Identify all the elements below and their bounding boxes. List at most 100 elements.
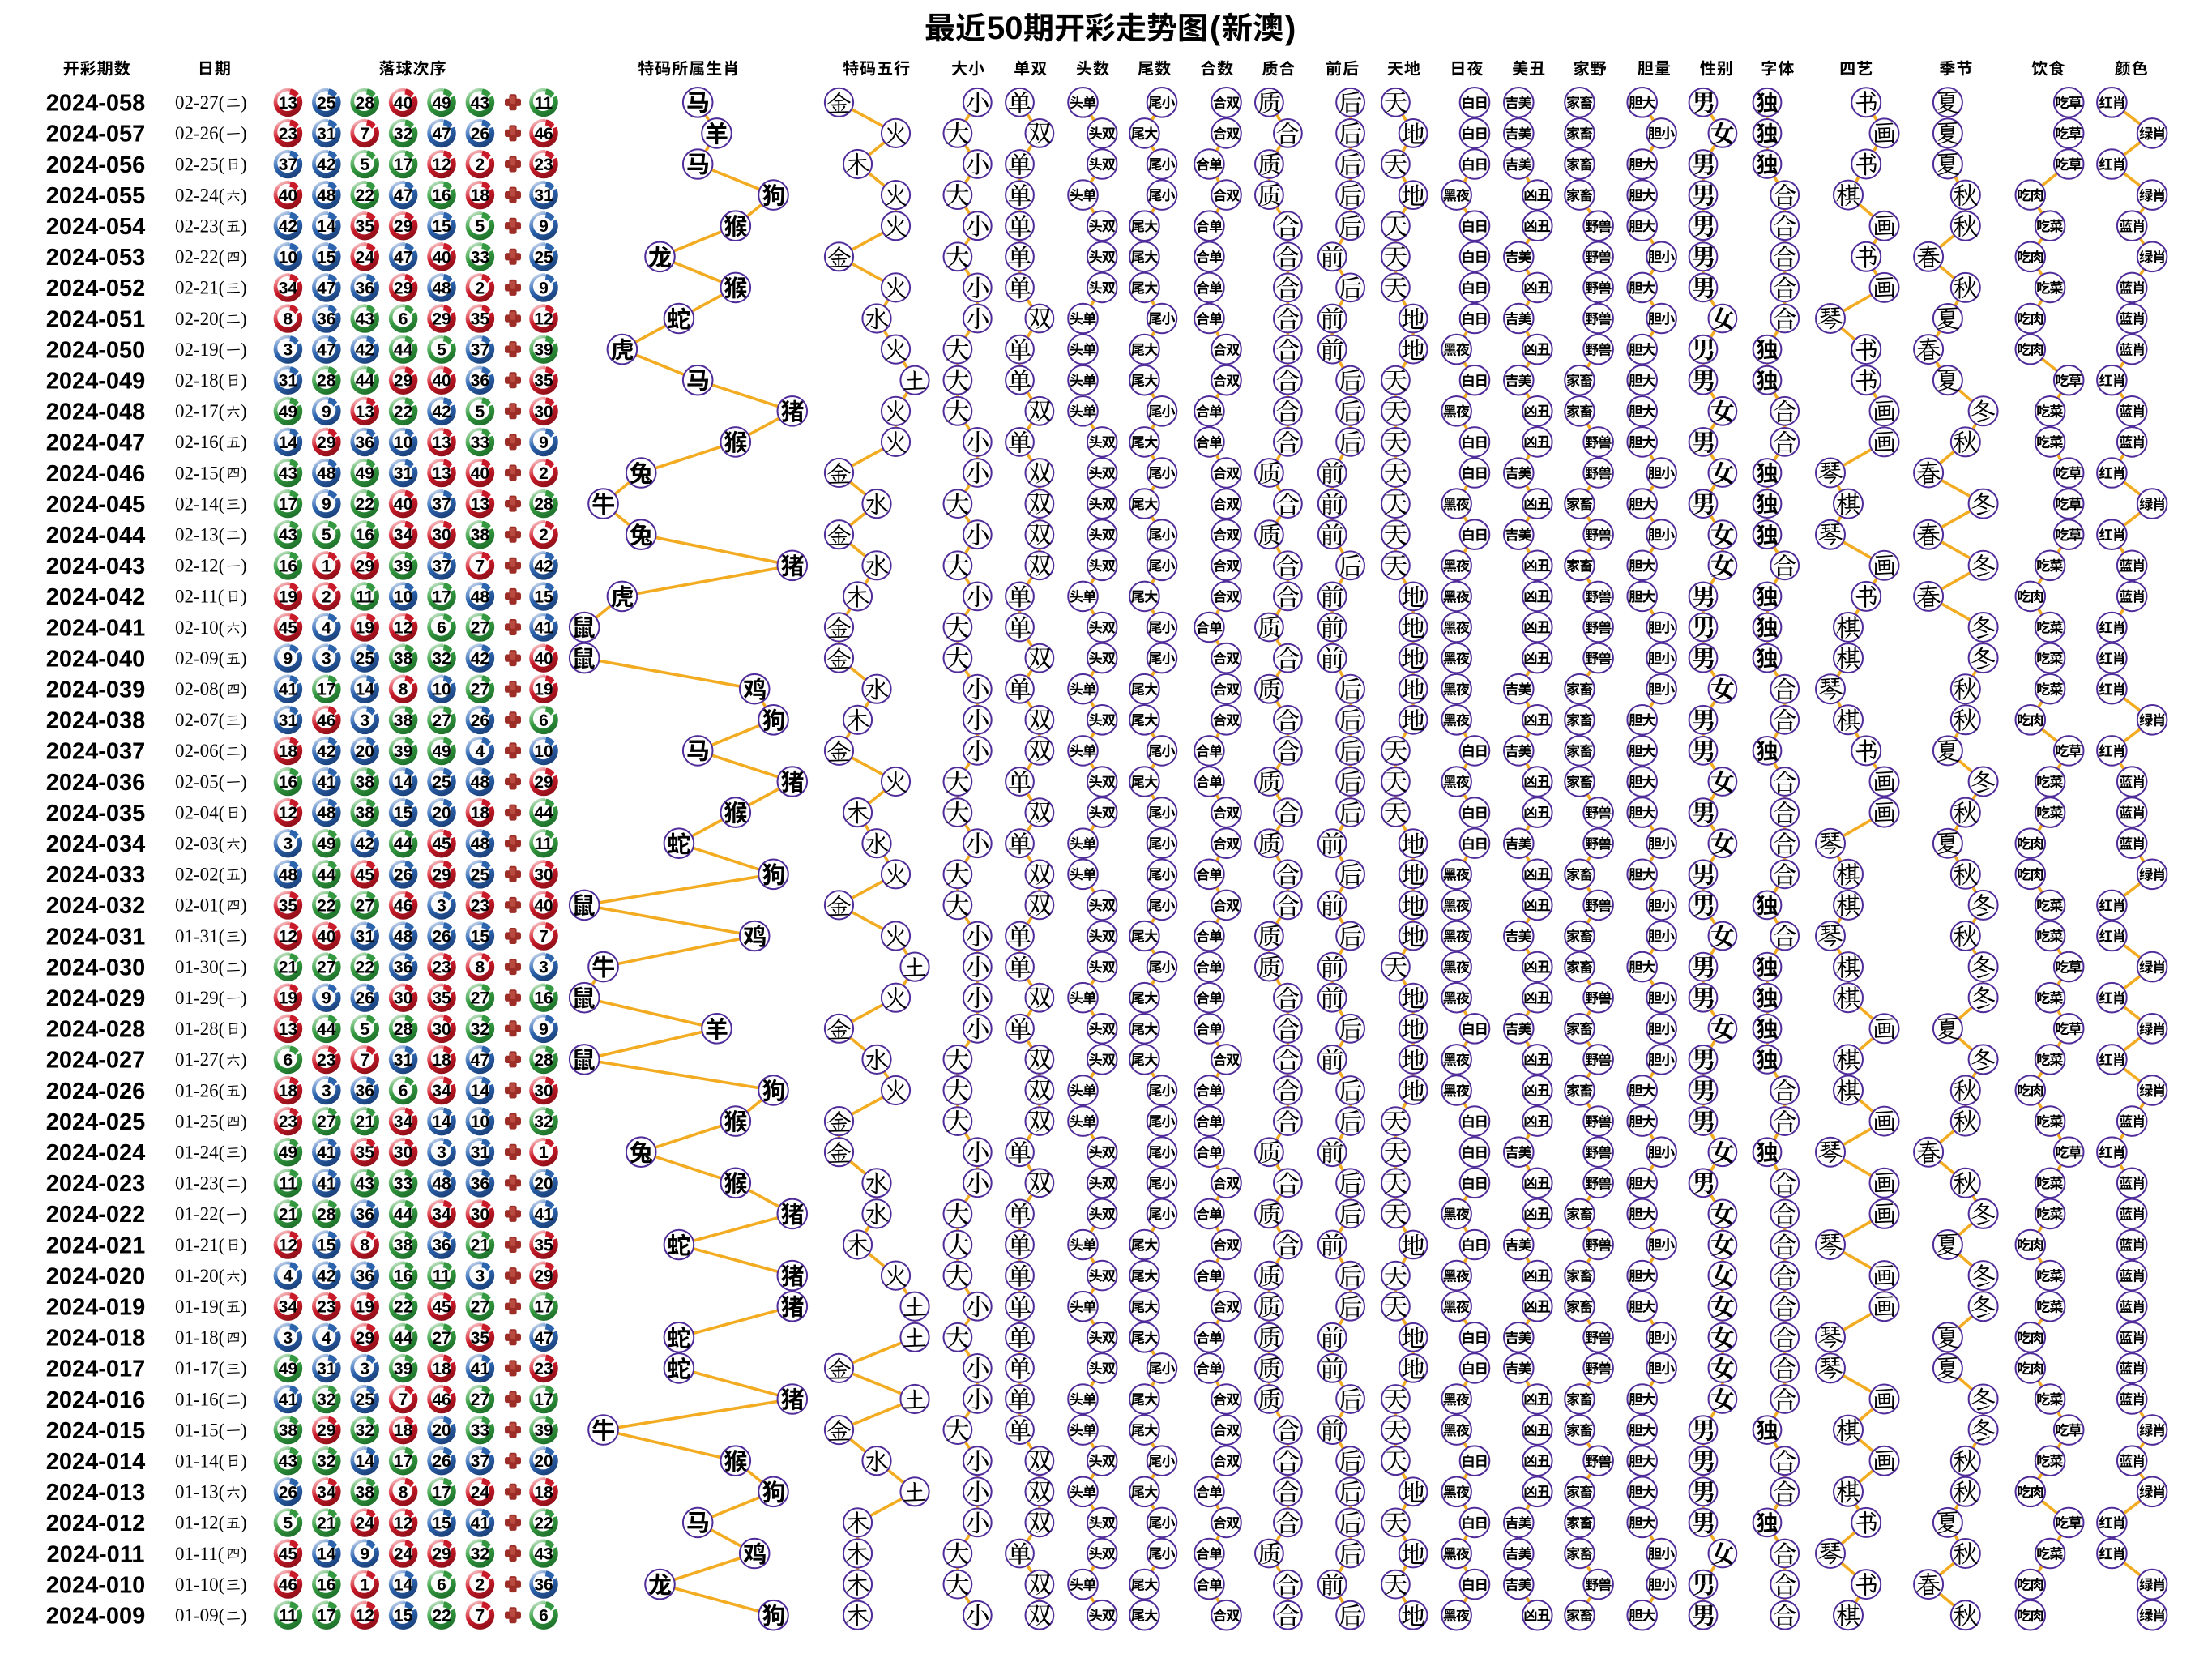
svg-text:6: 6 — [399, 310, 408, 329]
svg-text:34: 34 — [432, 1082, 451, 1100]
svg-text:2024-020: 2024-020 — [46, 1263, 146, 1289]
svg-text:2024-025: 2024-025 — [46, 1109, 146, 1135]
svg-text:45: 45 — [432, 835, 451, 853]
svg-text:01-21(: 01-21( — [175, 1235, 224, 1255]
svg-text:28: 28 — [534, 1051, 553, 1070]
svg-text:28: 28 — [534, 495, 553, 514]
svg-text:16: 16 — [394, 1267, 412, 1286]
svg-text:41: 41 — [279, 681, 298, 699]
svg-text:2: 2 — [476, 279, 485, 297]
svg-text:31: 31 — [317, 1360, 336, 1378]
svg-text:36: 36 — [471, 1174, 489, 1193]
svg-text:22: 22 — [356, 186, 374, 205]
svg-text:25: 25 — [356, 650, 375, 669]
svg-text:02-01(: 02-01( — [175, 895, 224, 916]
svg-text:25: 25 — [471, 865, 490, 884]
svg-text:12: 12 — [279, 1237, 297, 1255]
svg-text:17: 17 — [279, 495, 297, 514]
svg-text:22: 22 — [534, 1514, 553, 1532]
svg-text:41: 41 — [471, 1360, 490, 1378]
svg-text:45: 45 — [279, 619, 298, 638]
svg-text:26: 26 — [394, 865, 412, 884]
svg-text:3: 3 — [539, 959, 549, 977]
svg-text:31: 31 — [279, 711, 298, 730]
svg-text:29: 29 — [317, 434, 335, 452]
svg-text:): ) — [241, 463, 247, 483]
svg-text:17: 17 — [394, 1452, 412, 1471]
svg-text:5: 5 — [437, 341, 446, 360]
svg-text:2024-031: 2024-031 — [46, 924, 146, 950]
svg-text:40: 40 — [279, 186, 297, 205]
svg-text:2024-055: 2024-055 — [46, 183, 146, 209]
svg-text:38: 38 — [394, 711, 413, 730]
svg-text:1: 1 — [322, 557, 331, 575]
svg-text:40: 40 — [471, 464, 489, 483]
svg-text:2024-040: 2024-040 — [46, 646, 146, 672]
svg-text:02-03(: 02-03( — [175, 834, 224, 854]
svg-text:14: 14 — [394, 1576, 413, 1595]
svg-text:37: 37 — [471, 341, 489, 360]
svg-text:10: 10 — [471, 1113, 489, 1131]
svg-text:02-14(: 02-14( — [175, 493, 224, 514]
svg-text:26: 26 — [279, 1483, 297, 1502]
svg-text:35: 35 — [471, 1329, 490, 1348]
svg-text:34: 34 — [394, 526, 413, 545]
svg-text:31: 31 — [534, 186, 553, 205]
svg-text:20: 20 — [356, 742, 374, 761]
svg-text:17: 17 — [394, 156, 412, 174]
svg-text:27: 27 — [471, 1391, 489, 1409]
svg-text:36: 36 — [356, 1082, 374, 1100]
svg-text:10: 10 — [394, 434, 412, 452]
svg-text:01-28(: 01-28( — [175, 1019, 224, 1039]
svg-text:10: 10 — [279, 248, 297, 267]
svg-text:2: 2 — [322, 587, 331, 606]
svg-text:12: 12 — [432, 156, 451, 174]
svg-text:): ) — [241, 1482, 247, 1502]
svg-text:3: 3 — [437, 896, 446, 915]
svg-text:4: 4 — [476, 742, 485, 761]
svg-text:27: 27 — [432, 1329, 451, 1348]
svg-text:9: 9 — [539, 217, 549, 236]
svg-text:): ) — [241, 957, 247, 977]
svg-text:): ) — [241, 1173, 247, 1194]
svg-text:8: 8 — [399, 681, 408, 699]
svg-text:47: 47 — [317, 279, 335, 297]
svg-text:): ) — [241, 1143, 247, 1163]
svg-text:14: 14 — [356, 1452, 375, 1471]
svg-text:24: 24 — [356, 248, 375, 267]
svg-text:26: 26 — [471, 125, 489, 143]
svg-text:25: 25 — [317, 94, 336, 113]
svg-text:02-02(: 02-02( — [175, 865, 224, 885]
svg-text:20: 20 — [432, 1421, 451, 1440]
svg-text:02-21(: 02-21( — [175, 278, 224, 298]
svg-text:42: 42 — [356, 341, 374, 360]
svg-text:43: 43 — [279, 526, 297, 545]
svg-text:9: 9 — [539, 279, 549, 297]
svg-text:44: 44 — [534, 804, 553, 822]
svg-text:7: 7 — [476, 1607, 485, 1626]
svg-text:33: 33 — [471, 1421, 489, 1440]
svg-text:19: 19 — [356, 619, 374, 638]
svg-text:48: 48 — [471, 587, 490, 606]
svg-text:11: 11 — [433, 1267, 451, 1286]
svg-text:3: 3 — [322, 1082, 331, 1100]
svg-text:01-23(: 01-23( — [175, 1173, 224, 1194]
svg-text:): ) — [241, 1544, 247, 1564]
svg-text:11: 11 — [279, 1607, 297, 1626]
svg-text:42: 42 — [317, 156, 335, 174]
svg-text:29: 29 — [356, 1329, 374, 1348]
svg-text:): ) — [241, 802, 247, 822]
svg-text:9: 9 — [360, 1545, 369, 1564]
svg-text:2024-011: 2024-011 — [47, 1541, 145, 1567]
svg-text:48: 48 — [432, 279, 451, 297]
svg-text:13: 13 — [356, 403, 374, 421]
svg-text:38: 38 — [394, 650, 413, 669]
svg-text:6: 6 — [399, 1082, 408, 1100]
svg-text:): ) — [241, 1204, 247, 1224]
svg-text:6: 6 — [539, 1607, 549, 1626]
svg-text:14: 14 — [317, 217, 336, 236]
svg-text:20: 20 — [534, 1452, 553, 1471]
svg-text:02-25(: 02-25( — [175, 154, 224, 174]
svg-text:36: 36 — [356, 1267, 374, 1286]
svg-text:30: 30 — [534, 403, 553, 421]
